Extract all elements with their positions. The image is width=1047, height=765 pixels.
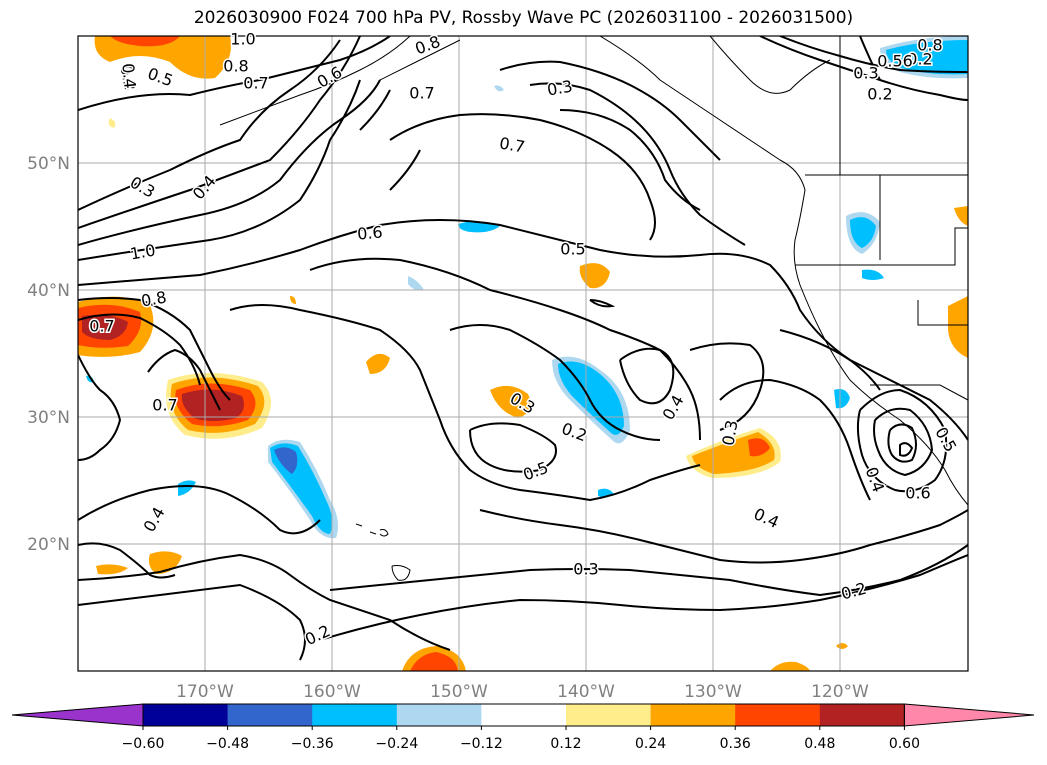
lat-label-30n: 30°N xyxy=(27,408,70,428)
map-plot-area xyxy=(78,36,968,671)
lon-label-150w: 150°W xyxy=(430,682,488,702)
colorbar-tick-label: −0.24 xyxy=(375,736,418,752)
contour-label: 0.7 xyxy=(89,317,114,336)
map-frame xyxy=(77,35,969,672)
contour-label: 0.8 xyxy=(140,287,168,310)
contour-label: 0.7 xyxy=(152,396,177,415)
contour-label: 0.7 xyxy=(243,74,268,93)
colorbar-tick-label: −0.48 xyxy=(206,736,249,752)
colorbar-segment xyxy=(227,704,313,726)
contour-label: 0.3 xyxy=(853,64,878,83)
colorbar-extend-min xyxy=(11,703,144,727)
colorbar-segment xyxy=(735,704,821,726)
colorbar-segment xyxy=(312,704,398,726)
contour-label: 0.6 xyxy=(905,484,930,503)
lon-label-130w: 130°W xyxy=(684,682,742,702)
lon-label-120w: 120°W xyxy=(811,682,869,702)
colorbar-tick-label: 0.60 xyxy=(889,736,920,752)
colorbar-tick-label: −0.12 xyxy=(460,736,503,752)
contour-label: 0.6 xyxy=(356,222,383,243)
colorbar-segment xyxy=(481,704,567,726)
colorbar-outline xyxy=(142,703,905,727)
longitude-labels: 170°W 160°W 150°W 140°W 130°W 120°W xyxy=(176,682,869,702)
lat-label-40n: 40°N xyxy=(27,281,70,301)
colorbar-segment xyxy=(566,704,652,726)
colorbar-tick-label: 0.48 xyxy=(804,736,835,752)
contour-label: 1.0 xyxy=(230,30,255,49)
contour-label: 0.8 xyxy=(917,36,942,55)
contour-label: 0.2 xyxy=(867,85,892,104)
colorbar-segment xyxy=(396,704,482,726)
contour-label: 0.4 xyxy=(118,62,139,89)
colorbar-extend-max xyxy=(903,703,1035,727)
graticule-lines xyxy=(78,36,968,671)
colorbar-tick-labels: −0.60 −0.48 −0.36 −0.24 −0.12 0.12 0.24 0.36 0.4… xyxy=(122,726,920,752)
contour-label: 0.5 xyxy=(560,240,585,259)
lon-label-170w: 170°W xyxy=(176,682,234,702)
map-title: 2026030900 F024 700 hPa PV, Rossby Wave … xyxy=(193,8,854,28)
contour-label: 0.8 xyxy=(223,57,248,76)
colorbar-segment xyxy=(143,704,229,726)
colorbar-tick-label: 0.24 xyxy=(635,736,666,752)
lat-label-20n: 20°N xyxy=(27,535,70,555)
latitude-labels: 50°N 40°N 30°N 20°N xyxy=(27,154,70,555)
lon-label-140w: 140°W xyxy=(557,682,615,702)
colorbar-tick-label: 0.36 xyxy=(720,736,751,752)
lat-label-50n: 50°N xyxy=(27,154,70,174)
contour-label: 0.2 xyxy=(907,50,932,69)
colorbar-segment xyxy=(650,704,736,726)
colorbar-tick-label: −0.60 xyxy=(122,736,165,752)
colorbar-segment xyxy=(819,704,905,726)
colorbar-tick-label: 0.12 xyxy=(550,736,581,752)
contour-label: 0.3 xyxy=(573,560,598,579)
lon-label-160w: 160°W xyxy=(303,682,361,702)
pv-contours xyxy=(78,36,968,661)
colorbar xyxy=(11,703,1035,727)
contour-label: 0.56 xyxy=(877,52,913,71)
contour-label: 0.7 xyxy=(409,84,434,103)
colorbar-tick-label: −0.36 xyxy=(291,736,334,752)
